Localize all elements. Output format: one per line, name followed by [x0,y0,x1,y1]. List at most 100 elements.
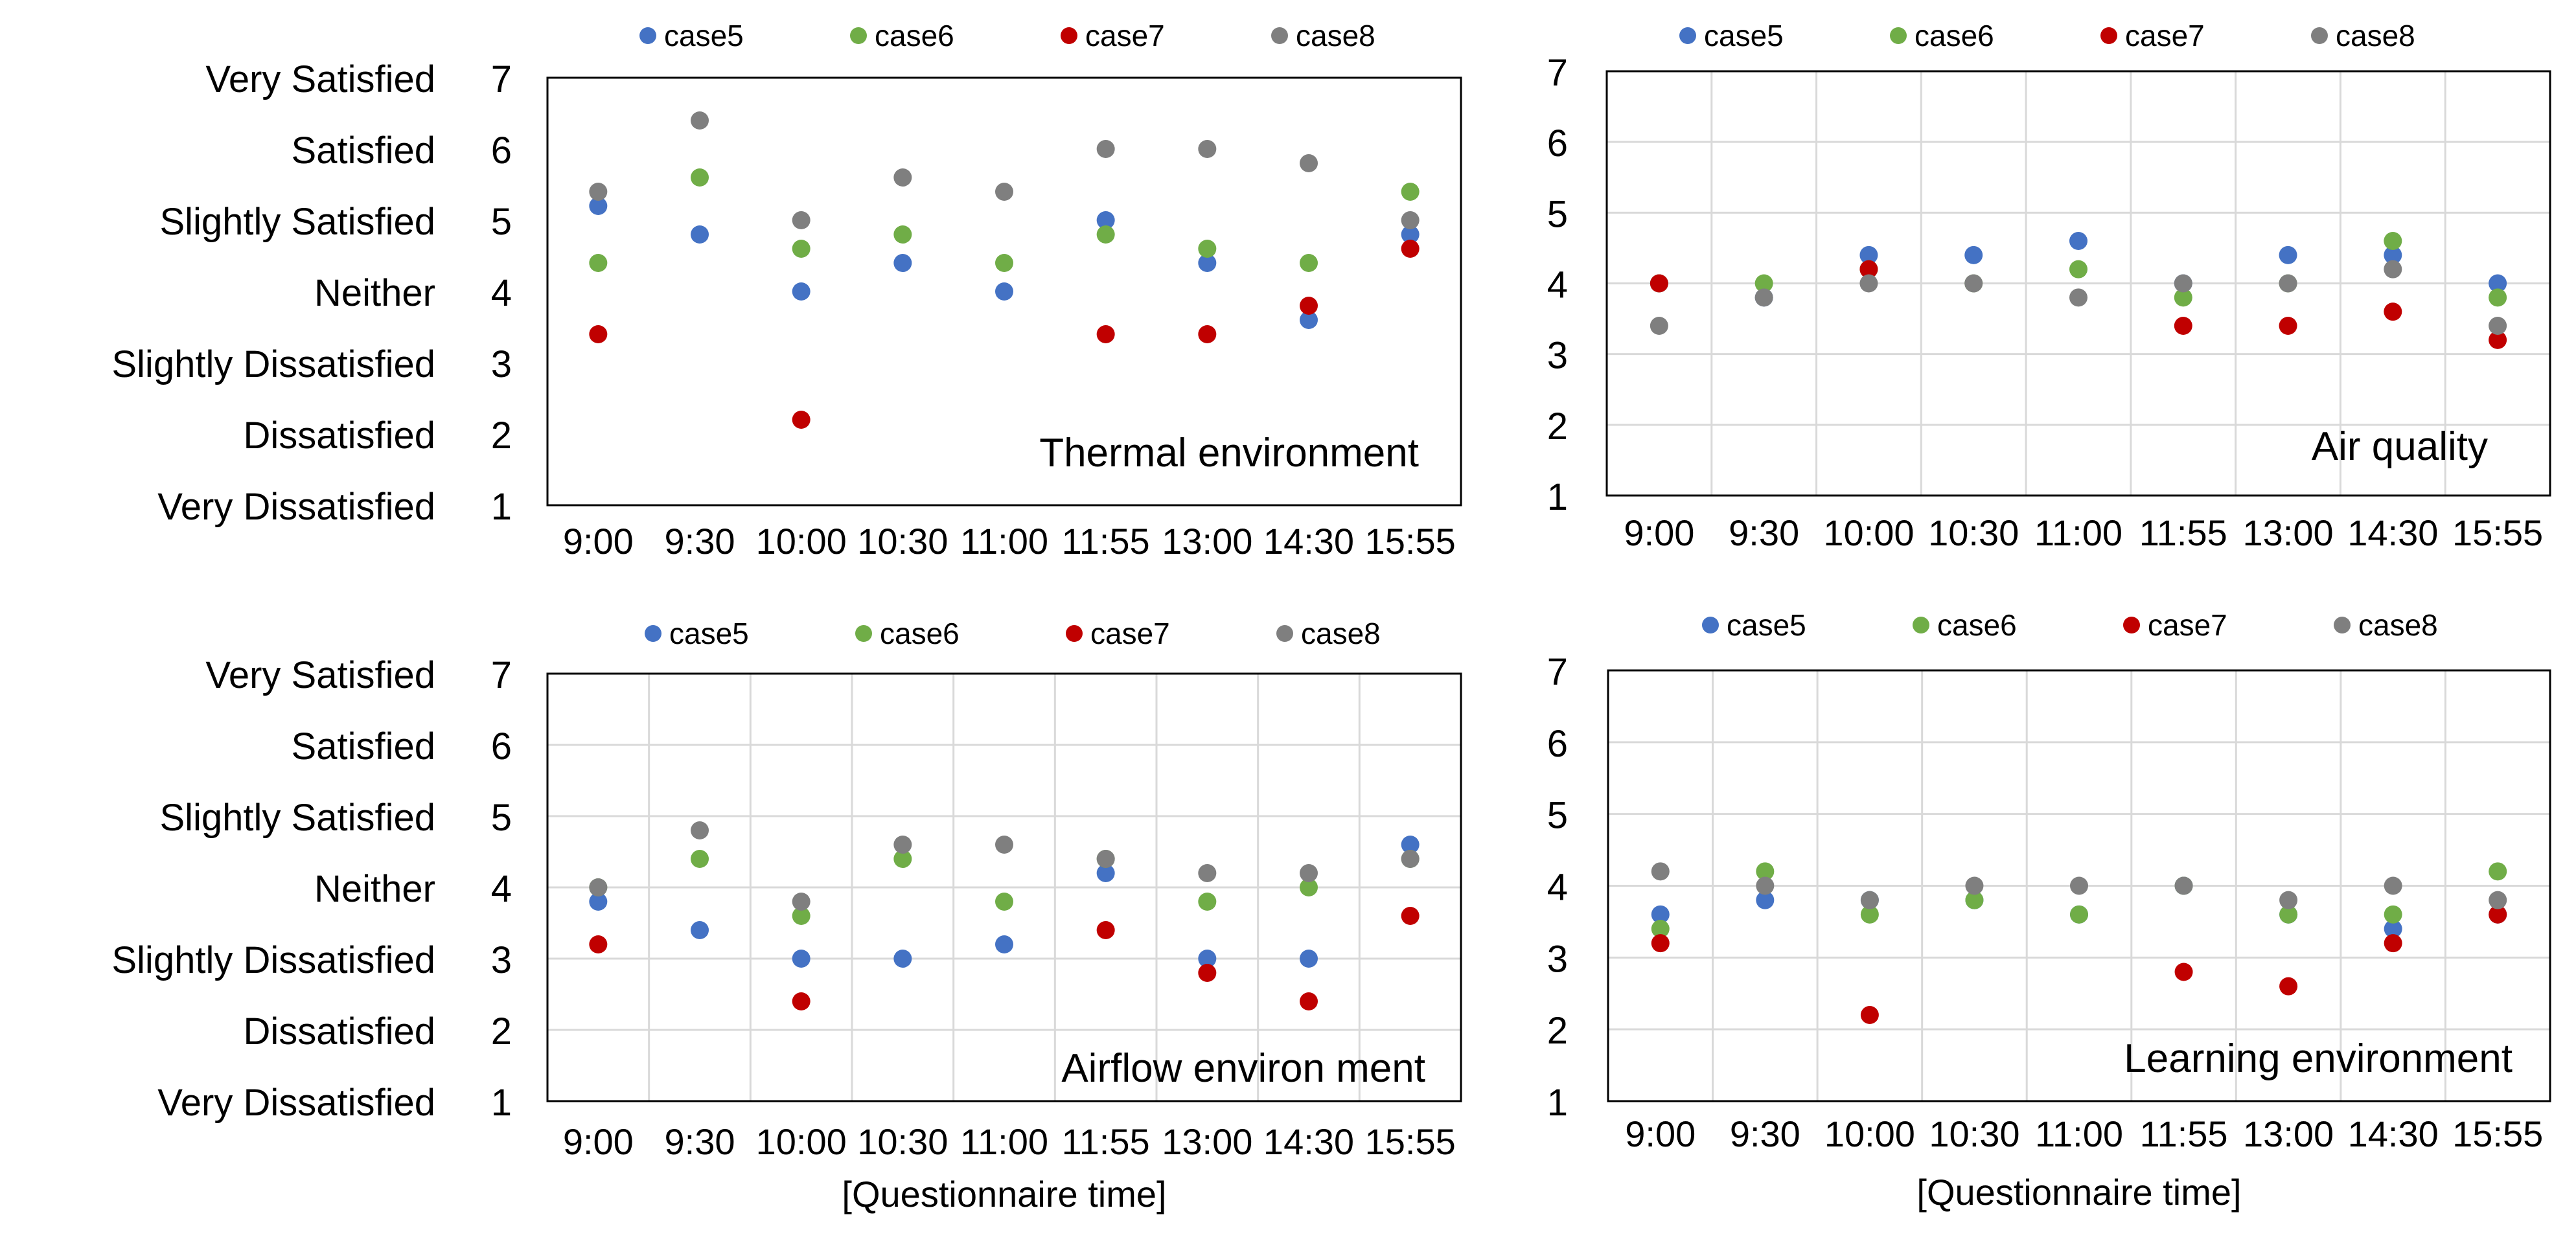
legend-label-case7: case7 [2148,608,2227,642]
data-point-case8 [2384,876,2402,895]
data-point-case7 [1300,992,1318,1010]
data-point-case6 [2489,862,2507,881]
chart-panel-4: 1 2 3 4 5 6 7 9:00 9:30 10:00 10:30 11:00 11:55 13:00… [1547,608,2551,1213]
data-point-case6 [2489,288,2507,307]
data-point-case8 [2489,891,2507,909]
panel-title: Airflow environ ment [1061,1046,1425,1091]
x-tick-label: 9:30 [1729,512,1799,553]
data-point-case7 [1198,325,1217,343]
x-tick-label: 10:00 [1823,512,1914,553]
data-point-case8 [792,211,811,229]
x-tick-label: 9:30 [665,1121,735,1162]
data-point-case7 [2174,317,2192,335]
data-point-case6 [2070,905,2088,924]
y-tick-label: 4 [491,272,512,314]
legend-label-case5: case5 [1727,608,1806,642]
data-point-case5 [2384,245,2402,264]
y-tick-label: 2 [1547,1010,1568,1052]
data-point-case8 [1965,876,1984,895]
x-axis-label: [Questionnaire time] [842,1174,1166,1214]
data-point-case8 [2489,317,2507,335]
data-point-case6 [2174,288,2192,307]
data-point-case6 [792,907,811,925]
x-tick-label: 10:30 [857,521,948,562]
data-point-case7 [2384,934,2402,953]
data-point-case8 [792,893,811,911]
y-satisfaction-label: Very Satisfied [205,58,435,100]
data-point-case6 [2069,260,2087,279]
data-point-case8 [1756,876,1775,895]
chart-panel-3: 1 Very Dissatisfied 2 Dissatisfied 3 Slightly… [111,617,1462,1214]
legend-label-case8: case8 [1301,617,1381,650]
data-point-case8 [2279,891,2298,909]
x-tick-label: 11:00 [960,521,1048,562]
legend-marker-case6 [850,27,867,44]
data-point-case8 [2070,876,2088,895]
data-point-case8 [995,183,1013,201]
data-point-case8 [2174,274,2192,293]
x-axis-label: [Questionnaire time] [1916,1172,2241,1213]
x-tick-label: 9:30 [1730,1113,1800,1154]
data-point-case7 [792,992,811,1010]
y-satisfaction-label: Satisfied [292,130,435,172]
y-tick-label: 2 [1547,405,1568,448]
data-point-case7 [2279,977,2298,996]
x-tick-label: 9:00 [1624,512,1694,553]
y-tick-label: 3 [491,343,512,385]
plot-area-frame [546,672,1462,1102]
data-point-case6 [1651,920,1670,938]
y-satisfaction-label: Neither [314,272,435,314]
data-point-case7 [1401,907,1420,925]
legend-marker-case5 [639,27,656,44]
data-point-case5 [691,921,709,939]
legend-marker-case8 [1276,625,1293,642]
data-point-case7 [2489,905,2507,924]
x-tick-label: 11:55 [1062,1121,1150,1162]
data-point-case5 [1198,254,1217,272]
y-tick-label: 6 [491,725,512,768]
data-point-case5 [1300,950,1318,968]
x-tick-label: 11:00 [960,1121,1048,1162]
x-tick-label: 10:30 [1928,512,2019,553]
x-tick-label: 15:55 [1365,1121,1456,1162]
data-point-case8 [589,878,608,896]
legend-label-case6: case6 [880,617,960,650]
x-tick-label: 14:30 [2348,1113,2439,1154]
plot-area-frame [546,76,1462,507]
legend-marker-case7 [1061,27,1077,44]
data-point-case7 [2489,330,2507,349]
data-point-case5 [2069,232,2087,250]
y-tick-label: 5 [491,201,512,243]
data-point-case6 [691,850,709,868]
data-point-case6 [893,225,912,244]
legend-marker-case7 [2123,617,2140,633]
y-satisfaction-label: Very Dissatisfied [157,1082,435,1124]
data-point-case8 [2069,288,2087,307]
data-point-case7 [1401,240,1420,258]
data-point-case5 [1859,245,1878,264]
data-point-case8 [1401,211,1420,229]
data-point-case8 [1096,140,1115,158]
legend-label-case5: case5 [1704,19,1784,52]
y-tick-label: 3 [1547,938,1568,980]
data-point-case8 [1096,850,1115,868]
data-point-case6 [1300,878,1318,896]
data-point-case8 [589,183,608,201]
legend-label-case8: case8 [1296,19,1375,52]
x-tick-label: 14:30 [1263,1121,1354,1162]
data-point-case8 [1754,288,1773,307]
y-satisfaction-label: Very Satisfied [205,654,435,696]
y-satisfaction-label: Dissatisfied [243,1010,435,1053]
x-tick-label: 9:30 [665,521,735,562]
data-point-case7 [589,935,608,953]
data-point-case6 [1300,254,1318,272]
data-point-case5 [1401,836,1420,854]
data-point-case7 [1860,1006,1879,1024]
legend-label-case6: case6 [875,19,954,52]
legend-marker-case8 [2334,617,2351,633]
data-point-case6 [589,254,608,272]
data-point-case6 [995,893,1013,911]
data-point-case6 [1401,183,1420,201]
data-point-case6 [2384,905,2402,924]
x-tick-label: 14:30 [1263,521,1354,562]
